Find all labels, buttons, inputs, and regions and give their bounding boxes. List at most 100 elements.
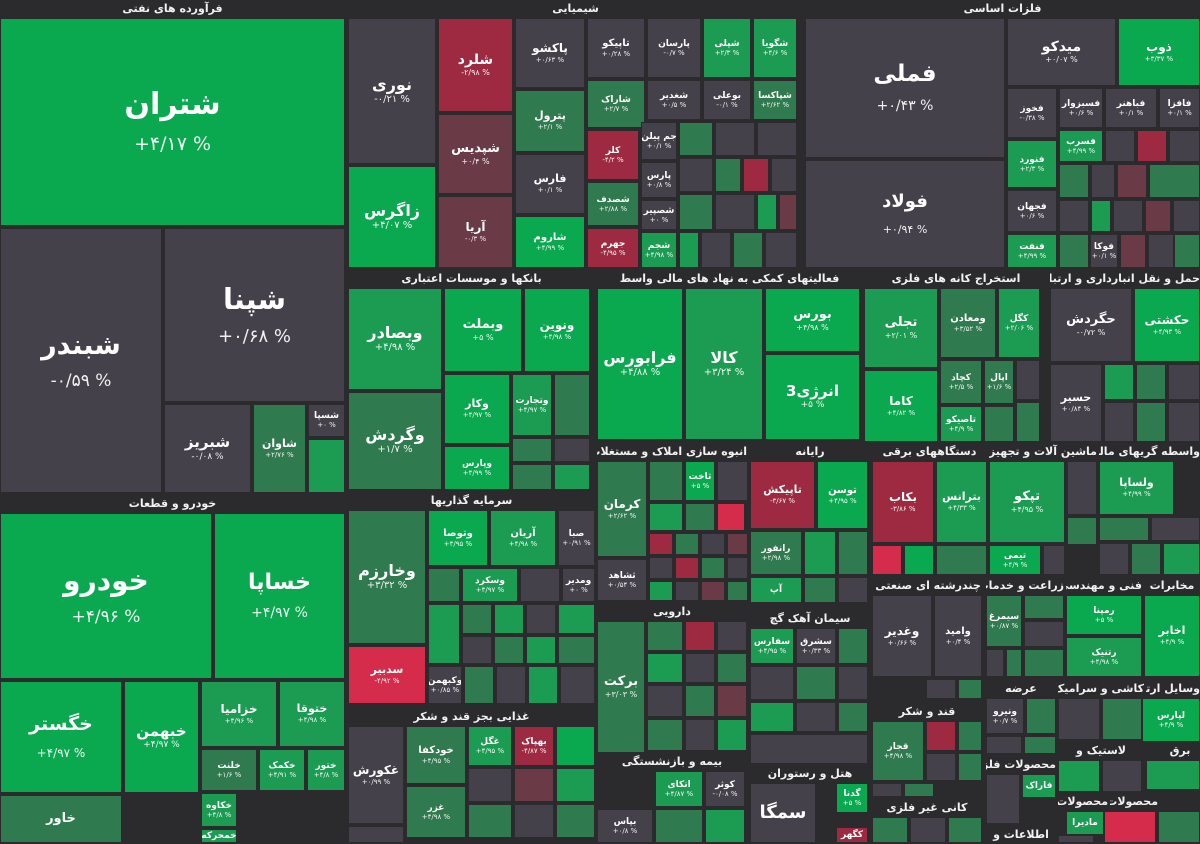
symbol-tile-shesapa[interactable]: شسپا +۰ % [308,404,345,437]
symbol-tile-shapdis[interactable]: شپدیس +۰/۴ % [438,114,513,194]
symbol-tile[interactable] [1016,360,1040,400]
symbol-tile[interactable] [1067,517,1097,545]
symbol-tile[interactable] [1168,402,1200,442]
symbol-tile[interactable] [556,768,595,802]
symbol-tile[interactable] [936,545,987,575]
symbol-tile[interactable] [1136,402,1166,442]
symbol-tile[interactable] [717,461,748,501]
symbol-tile-khakmak[interactable]: خکمک +۴/۹۱ % [259,749,305,791]
symbol-tile-zagros[interactable]: زاگرس +۴/۰۷ % [348,166,436,268]
symbol-tile[interactable] [494,604,524,634]
symbol-tile-khezamia[interactable]: خزامیا +۴/۹۶ % [201,681,277,747]
symbol-tile[interactable] [1148,234,1174,268]
symbol-tile-pakhsho[interactable]: پاکشو +۰/۶۳ % [515,18,585,88]
symbol-tile-kama[interactable]: کاما +۴/۸۲ % [864,370,938,442]
symbol-tile[interactable] [685,685,715,717]
symbol-tile-vamid[interactable]: وامید +۰/۴ % [934,595,982,677]
symbol-tile-vakar[interactable]: وکار +۴/۹۷ % [444,374,510,444]
symbol-tile[interactable] [647,621,683,651]
symbol-tile-timi[interactable]: تیمی +۴/۹ % [989,545,1041,575]
symbol-tile[interactable] [926,679,956,699]
symbol-tile[interactable] [1024,595,1064,619]
symbol-tile-khegostar[interactable]: خگستر +۴/۹۷ % [0,681,122,793]
symbol-tile[interactable] [701,557,725,579]
symbol-tile[interactable] [675,581,699,601]
symbol-tile[interactable] [462,636,492,664]
symbol-tile-barkat[interactable]: برکت +۳/۰۳ % [597,621,645,753]
symbol-tile[interactable] [526,604,556,634]
symbol-tile-vatejarat[interactable]: وتجارت +۴/۹۷ % [512,374,552,436]
symbol-tile[interactable] [986,736,1022,754]
symbol-tile-bapas[interactable]: بپاس +۰/۸ % [597,809,653,843]
symbol-tile[interactable] [512,438,552,462]
symbol-tile[interactable] [701,581,725,601]
symbol-tile[interactable] [685,719,715,751]
symbol-tile-farak[interactable]: فاراک [1022,774,1056,798]
symbol-tile[interactable] [1104,402,1134,442]
symbol-tile[interactable] [701,232,731,268]
symbol-tile-vaparis[interactable]: وپارس +۴/۹۹ % [444,446,510,490]
symbol-tile-tapko[interactable]: تپکو +۴/۹۵ % [989,461,1065,543]
symbol-tile[interactable] [727,581,748,601]
symbol-tile-shapli[interactable]: شپلی +۲/۳ % [703,18,751,78]
symbol-tile[interactable] [647,685,683,717]
symbol-tile-kerman[interactable]: کرمان +۲/۶۲ % [597,461,647,557]
symbol-tile-vakbahman[interactable]: وکبهمن +۰/۸۵ % [428,666,462,704]
symbol-tile-foolad[interactable]: فولاد +۰/۹۴ % [805,160,1005,268]
symbol-tile-vanirou[interactable]: ونیرو +۰/۷ % [986,698,1024,734]
symbol-tile[interactable] [715,122,755,156]
symbol-tile[interactable] [1105,130,1135,162]
symbol-tile-midko[interactable]: میدکو +۰/۰۷ % [1007,18,1116,86]
symbol-tile-sharoom[interactable]: شاروم +۴/۹۹ % [515,216,585,268]
symbol-tile-shapir[interactable]: شصپیر +۰ % [641,200,677,230]
symbol-tile-vatoosa[interactable]: وتوصا +۴/۹۵ % [428,510,488,566]
symbol-tile[interactable] [1158,811,1200,843]
symbol-tile[interactable] [514,804,554,838]
symbol-tile[interactable] [1058,760,1100,792]
symbol-tile-khsapa[interactable]: خساپا +۴/۹۷ % [214,513,345,679]
symbol-tile-jampilan[interactable]: جم پیلن +۰/۱ % [641,122,677,160]
symbol-tile[interactable] [717,685,747,717]
symbol-tile[interactable] [910,817,946,843]
symbol-tile[interactable] [1024,621,1064,647]
symbol-tile[interactable] [1102,760,1142,792]
symbol-tile[interactable] [727,533,748,555]
symbol-tile[interactable] [717,503,745,531]
symbol-tile-hagardesh[interactable]: حگردش -۰/۷۲ % [1050,288,1132,362]
symbol-tile[interactable] [1026,698,1056,734]
symbol-tile-teshahad[interactable]: ثشاهد +۰/۵۴ % [597,559,647,601]
symbol-tile[interactable] [715,194,755,230]
symbol-tile[interactable] [528,666,558,704]
symbol-tile[interactable] [757,194,777,230]
symbol-tile-toosan[interactable]: توسن +۴/۹۵ % [817,461,868,529]
symbol-tile-sagma[interactable]: سمگا [750,783,816,843]
symbol-tile[interactable] [649,461,683,501]
symbol-tile-fooka[interactable]: فوکا +۰/۱ % [1090,234,1118,268]
symbol-tile-fanft[interactable]: فنفت +۴/۹۹ % [1007,234,1057,268]
symbol-tile[interactable] [468,804,512,838]
symbol-tile[interactable] [558,604,595,634]
symbol-tile[interactable] [554,438,590,462]
symbol-tile[interactable] [796,666,836,700]
symbol-tile[interactable] [1131,543,1161,575]
symbol-tile[interactable] [717,653,747,683]
symbol-tile-farabours[interactable]: فرابورس +۴/۸۸ % [597,288,683,440]
symbol-tile[interactable] [1113,200,1143,232]
symbol-tile[interactable] [675,557,699,579]
symbol-tile[interactable] [750,666,794,700]
symbol-tile[interactable] [685,653,715,683]
symbol-tile[interactable] [796,702,836,732]
symbol-tile-kalor[interactable]: کلر -۴/۲ % [587,130,639,180]
symbol-tile[interactable] [986,774,1020,824]
symbol-tile[interactable] [715,158,741,192]
symbol-tile[interactable] [838,666,868,700]
symbol-tile-energy3[interactable]: انرژی3 +۵ % [765,354,860,440]
symbol-tile[interactable] [904,783,934,797]
symbol-tile[interactable] [733,232,763,268]
symbol-tile-madiran[interactable]: مادیرا [1066,811,1104,835]
symbol-tile[interactable] [1067,461,1097,515]
symbol-tile-khakave[interactable]: خکاوه +۴/۸ % [201,793,237,827]
symbol-tile[interactable] [701,533,725,555]
symbol-tile-khodro[interactable]: خودرو +۴/۹۶ % [0,513,212,679]
symbol-tile-vamaaden[interactable]: ومعادن +۳/۵۲ % [940,288,996,358]
